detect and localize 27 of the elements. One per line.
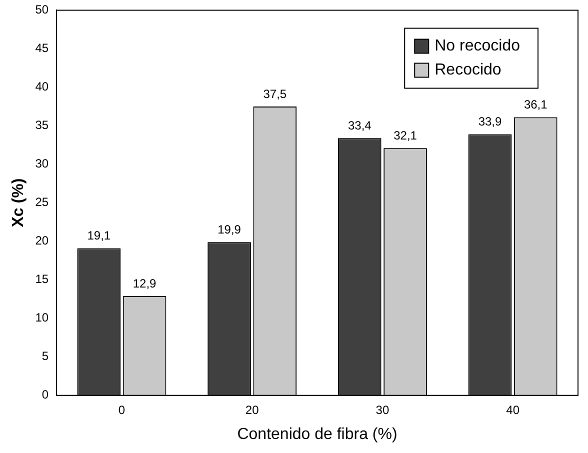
x-axis-title: Contenido de fibra (%) <box>237 426 398 443</box>
y-tick-label: 40 <box>35 80 49 94</box>
x-tick-label: 0 <box>118 402 126 417</box>
data-label: 19,1 <box>87 228 111 243</box>
data-label: 19,9 <box>218 222 242 236</box>
y-tick-label: 25 <box>35 195 49 210</box>
y-tick-label: 10 <box>35 310 49 325</box>
y-tick-label: 50 <box>35 2 49 17</box>
x-tick-label: 40 <box>506 402 520 417</box>
y-tick-label: 0 <box>42 388 49 402</box>
data-label: 33,9 <box>478 114 502 129</box>
data-label: 33,4 <box>348 118 372 132</box>
data-label: 32,1 <box>394 128 418 142</box>
x-tick-label: 30 <box>376 402 390 417</box>
data-label: 36,1 <box>524 98 548 112</box>
legend-label: Recocido <box>434 62 502 79</box>
data-label: 37,5 <box>263 86 287 101</box>
y-tick-label: 15 <box>35 272 49 286</box>
y-tick-label: 30 <box>35 156 49 171</box>
y-tick-label: 45 <box>35 41 49 56</box>
y-tick-label: 35 <box>35 118 49 132</box>
legend-label: No recocido <box>434 38 520 55</box>
y-tick-label: 5 <box>42 349 49 364</box>
y-tick-label: 20 <box>35 234 49 248</box>
data-label: 12,9 <box>132 276 157 290</box>
y-axis-title: Xc (%) <box>10 178 28 228</box>
x-tick-label: 20 <box>245 402 260 417</box>
